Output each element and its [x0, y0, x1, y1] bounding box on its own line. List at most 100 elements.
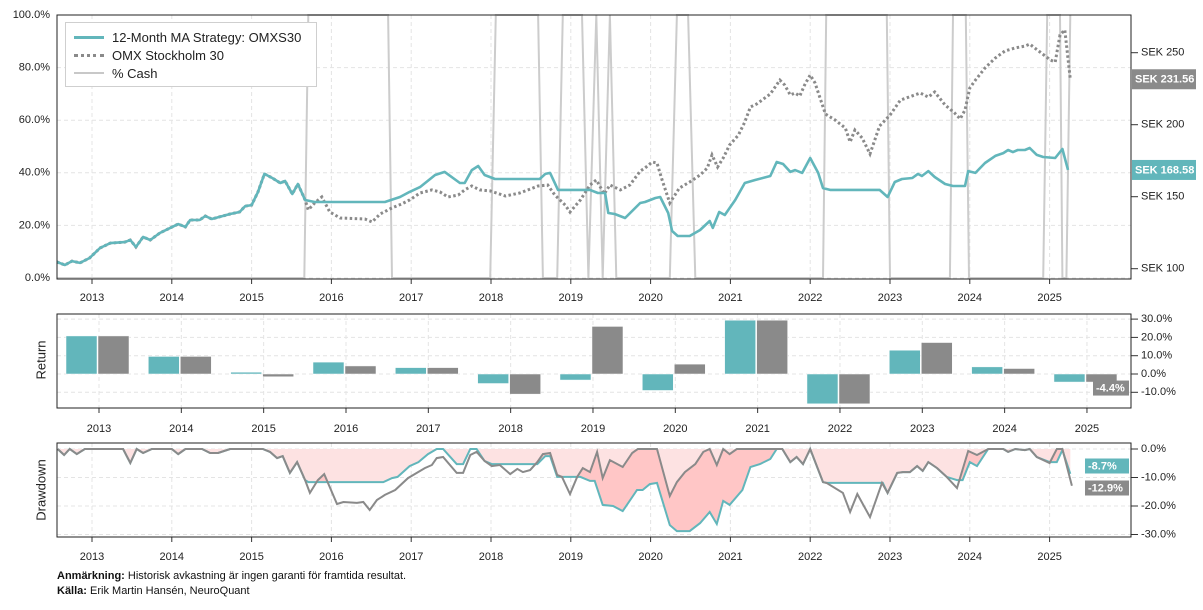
y-tick-left-label: 0.0% [25, 272, 50, 284]
x-tick-label: 2019 [559, 292, 583, 304]
bar-benchmark-2015 [262, 373, 294, 377]
y-tick-label: 30.0% [1141, 313, 1172, 325]
end-label-strategy-bg [1132, 159, 1196, 180]
x-tick-label: 2022 [798, 292, 822, 304]
x-tick-label: 2019 [581, 423, 605, 435]
legend: 12-Month MA Strategy: OMXS30 OMX Stockho… [65, 22, 317, 87]
y-tick-label: 10.0% [1141, 350, 1172, 362]
series-line-cash [56, 14, 1072, 279]
x-tick-label: 2024 [958, 292, 982, 304]
legend-label-cash: % Cash [112, 65, 158, 81]
end-label-benchmark: SEK 231.56 [1135, 74, 1194, 86]
bar-benchmark-2019 [591, 326, 624, 375]
y-tick-label: -10.0% [1141, 386, 1176, 398]
bar-benchmark-2018 [509, 373, 541, 395]
y-tick-right-label: SEK 100 [1141, 263, 1184, 275]
x-tick-label: 2016 [319, 551, 343, 563]
footer-source-text: Erik Martin Hansén, NeuroQuant [90, 585, 250, 597]
footer-source-label: Källa: [57, 585, 87, 597]
x-tick-label: 2023 [910, 423, 934, 435]
end-label-return: -4.4% [1096, 382, 1125, 394]
x-tick-label: 2021 [718, 551, 742, 563]
plot-frame-top [56, 14, 1132, 280]
x-tick-label: 2020 [663, 423, 687, 435]
y-tick-right-label: SEK 150 [1141, 191, 1184, 203]
x-tick-label: 2017 [399, 551, 423, 563]
legend-swatch-cash [74, 72, 104, 74]
y-axis-label-drawdown: Drawdown [33, 459, 48, 520]
x-tick-label: 2015 [251, 423, 275, 435]
footer-source: Källa: Erik Martin Hansén, NeuroQuant [57, 585, 250, 597]
end-label-benchmark-bg [1132, 69, 1196, 90]
bar-strategy-2025 [1053, 373, 1086, 383]
plot-frame-drawdown [56, 442, 1132, 538]
x-tick-label: 2020 [638, 292, 662, 304]
x-tick-label: 2015 [239, 292, 263, 304]
bar-strategy-2019 [559, 373, 592, 381]
x-tick-label: 2025 [1037, 292, 1061, 304]
x-tick-label: 2022 [828, 423, 852, 435]
y-tick-label: 0.0% [1141, 368, 1166, 380]
y-tick-left-label: 60.0% [19, 114, 50, 126]
bar-benchmark-2024 [1003, 368, 1035, 375]
legend-swatch-strategy [74, 35, 104, 39]
x-tick-label: 2016 [319, 292, 343, 304]
x-tick-label: 2024 [992, 423, 1016, 435]
legend-item-cash: % Cash [74, 64, 308, 82]
bar-strategy-2024 [971, 366, 1003, 375]
y-tick-right-label: SEK 250 [1141, 47, 1184, 59]
y-tick-left-label: 80.0% [19, 62, 50, 74]
bar-strategy-2023 [889, 349, 921, 375]
x-tick-label: 2025 [1075, 423, 1099, 435]
x-tick-label: 2022 [798, 551, 822, 563]
bar-strategy-2022 [806, 373, 839, 405]
x-tick-label: 2018 [479, 551, 503, 563]
bar-strategy-2018 [477, 373, 509, 384]
y-tick-label: -10.0% [1141, 471, 1176, 483]
x-tick-label: 2024 [958, 551, 982, 563]
legend-item-strategy: 12-Month MA Strategy: OMXS30 [74, 28, 308, 46]
drawdown-area-strategy [57, 449, 1071, 532]
bar-benchmark-2022 [838, 373, 871, 405]
bar-benchmark-2020 [674, 363, 706, 375]
end-label-drawdown-benchmark-bg [1085, 480, 1129, 496]
footer-note: Anmärkning: Historisk avkastning är inge… [57, 570, 406, 582]
bar-benchmark-2013 [97, 335, 130, 375]
bar-benchmark-2014 [180, 356, 212, 375]
bar-benchmark-2017 [427, 367, 459, 375]
y-tick-left-label: 40.0% [19, 167, 50, 179]
x-tick-label: 2018 [479, 292, 503, 304]
x-tick-label: 2020 [638, 551, 662, 563]
bar-strategy-2014 [148, 356, 180, 375]
x-tick-label: 2023 [878, 551, 902, 563]
series-line-strategy [56, 146, 1070, 267]
end-label-return-bg [1093, 380, 1129, 396]
y-axis-label-return: Return [33, 340, 48, 379]
x-tick-label: 2013 [80, 551, 104, 563]
x-tick-label: 2018 [498, 423, 522, 435]
bar-strategy-2013 [65, 335, 98, 375]
x-tick-label: 2023 [878, 292, 902, 304]
x-tick-label: 2017 [416, 423, 440, 435]
drawdown-line-benchmark [57, 446, 1073, 520]
x-tick-label: 2021 [745, 423, 769, 435]
footer-note-text: Historisk avkastning är ingen garanti fö… [127, 570, 407, 582]
y-tick-label: 0.0% [1141, 443, 1166, 455]
end-label-drawdown-strategy: -8.7% [1088, 460, 1117, 472]
plot-frame-return [56, 313, 1132, 409]
end-label-drawdown-benchmark: -12.9% [1088, 482, 1123, 494]
x-tick-label: 2017 [399, 292, 423, 304]
end-label-strategy: SEK 168.58 [1135, 164, 1194, 176]
x-tick-label: 2014 [169, 423, 193, 435]
footer-note-label: Anmärkning: [57, 570, 125, 582]
x-tick-label: 2025 [1037, 551, 1061, 563]
bar-benchmark-2021 [756, 319, 788, 375]
x-tick-label: 2016 [334, 423, 358, 435]
legend-swatch-benchmark [74, 53, 104, 57]
bar-strategy-2020 [642, 373, 674, 391]
x-tick-label: 2014 [160, 292, 184, 304]
y-tick-label: -30.0% [1141, 528, 1176, 540]
y-tick-left-label: 20.0% [19, 219, 50, 231]
y-tick-right-label: SEK 200 [1141, 119, 1184, 131]
